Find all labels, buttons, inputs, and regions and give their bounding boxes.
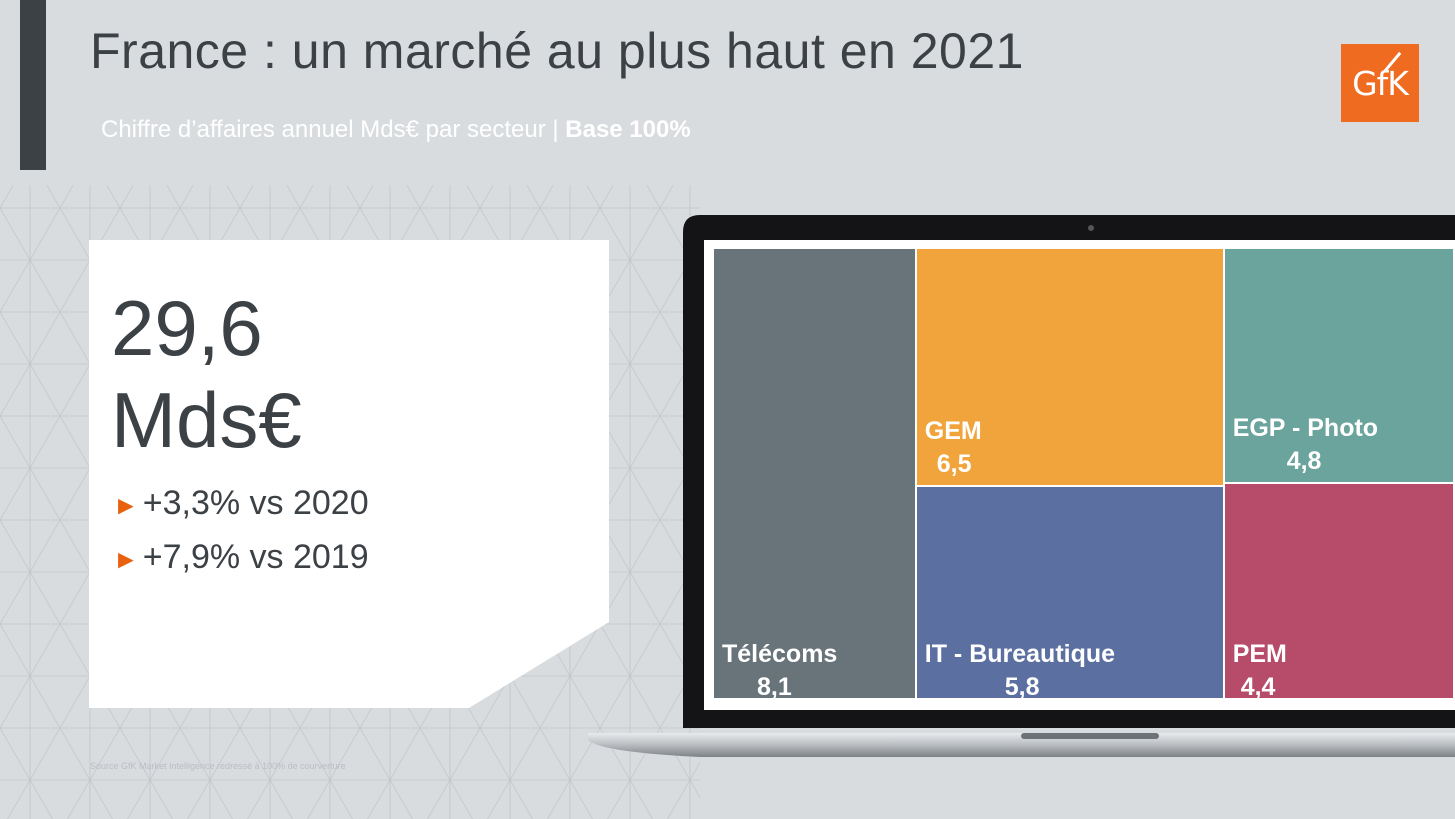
kpi-total-value: 29,6 (111, 284, 263, 372)
treemap-label: PEM (1232, 639, 1287, 668)
triangle-bullet-icon: ► (113, 490, 139, 520)
kpi-card: 29,6 Mds€ ► +3,3% vs 2020 ► +7,9% vs 2019 (89, 240, 609, 708)
treemap-value: 4,8 (1286, 447, 1322, 476)
treemap-label: EGP - Photo (1232, 414, 1379, 443)
page-title: France : un marché au plus haut en 2021 (90, 23, 1024, 79)
kpi-card-shape (89, 240, 609, 708)
subtitle: Chiffre d’affaires annuel Mds€ par secte… (101, 116, 691, 144)
treemap-label: Télécoms (722, 640, 838, 668)
treemap-value: 4,4 (1240, 672, 1276, 701)
gfk-logo: GfK (1341, 44, 1419, 122)
treemap-tile-egp-photo: EGP - Photo 4,8 (1224, 249, 1453, 483)
growth-text: +3,3% vs 2020 (142, 484, 369, 522)
subtitle-bold: Base 100% (565, 116, 691, 143)
logo-text: GfK (1352, 64, 1409, 103)
treemap-label: IT - Bureautique (924, 639, 1116, 668)
source-note: Source GfK Market Intelligence redressé … (90, 761, 346, 771)
treemap-value: 6,5 (936, 450, 972, 479)
growth-text: +7,9% vs 2019 (142, 538, 369, 576)
growth-vs-2020: ► +3,3% vs 2020 (113, 484, 369, 523)
treemap-tile-pem: PEM 4,4 (1224, 484, 1453, 701)
accent-bar (20, 0, 46, 170)
kpi-total-unit: Mds€ (111, 376, 302, 464)
treemap-tile-it-bureautique: IT - Bureautique 5,8 (916, 487, 1223, 701)
subtitle-text: Chiffre d’affaires annuel Mds€ par secte… (101, 116, 566, 143)
treemap-tile-gem: GEM 6,5 (916, 249, 1223, 486)
treemap-label: GEM (924, 417, 982, 446)
kpi-total: 29,6 Mds€ (111, 282, 302, 466)
treemap-tile-telecoms: Télécoms 8,1 (714, 249, 915, 701)
treemap-value: 5,8 (1004, 672, 1040, 701)
growth-vs-2019: ► +7,9% vs 2019 (113, 538, 369, 577)
treemap-value: 8,1 (757, 673, 792, 701)
triangle-bullet-icon: ► (113, 544, 139, 574)
